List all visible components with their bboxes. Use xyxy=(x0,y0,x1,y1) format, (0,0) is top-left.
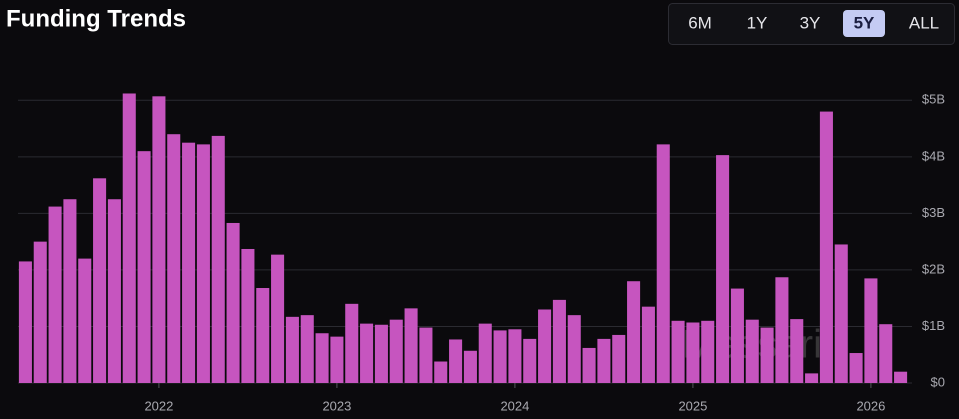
bar xyxy=(686,322,700,383)
bar xyxy=(478,323,492,383)
range-button[interactable]: ALL xyxy=(909,13,939,32)
bar xyxy=(167,134,181,383)
bar xyxy=(894,371,908,383)
bar xyxy=(819,111,833,383)
bar xyxy=(78,258,92,383)
bar xyxy=(152,96,166,383)
bar xyxy=(641,306,655,383)
bar xyxy=(107,199,121,383)
bar xyxy=(805,373,819,383)
y-tick-label: $3B xyxy=(922,205,945,220)
bar xyxy=(449,339,463,383)
bar xyxy=(567,315,581,383)
x-tick-label: 2022 xyxy=(144,398,173,413)
bar xyxy=(404,308,418,383)
bar xyxy=(63,199,77,383)
bar xyxy=(182,142,196,383)
bar xyxy=(508,329,522,383)
bar xyxy=(745,319,759,383)
bar xyxy=(627,281,641,383)
bar xyxy=(241,248,255,383)
bar xyxy=(389,319,403,383)
x-tick-label: 2024 xyxy=(500,398,529,413)
bar xyxy=(463,350,477,383)
range-button-bg[interactable] xyxy=(843,10,885,37)
bar xyxy=(775,277,789,383)
bar xyxy=(256,288,270,383)
x-tick-label: 2026 xyxy=(856,398,885,413)
bar xyxy=(330,336,344,383)
y-tick-label: $4B xyxy=(922,148,945,163)
bar xyxy=(493,330,507,383)
bar xyxy=(552,299,566,383)
bar xyxy=(300,315,314,383)
range-button[interactable]: 6M xyxy=(688,13,712,32)
bar xyxy=(879,324,893,383)
bar xyxy=(419,327,433,383)
bar xyxy=(18,261,32,383)
bar xyxy=(701,320,715,383)
bar xyxy=(345,303,359,383)
bar xyxy=(93,178,107,383)
bar xyxy=(849,353,863,383)
range-button[interactable]: 5Y xyxy=(854,13,875,32)
bar xyxy=(523,338,537,383)
bar xyxy=(730,288,744,383)
bar xyxy=(582,347,596,383)
bar xyxy=(612,334,626,383)
bar xyxy=(137,151,151,383)
x-tick-label: 2025 xyxy=(678,398,707,413)
bar xyxy=(196,144,210,383)
y-tick-label: $0 xyxy=(931,374,945,389)
bar xyxy=(211,135,225,383)
bar xyxy=(122,93,136,383)
bar xyxy=(374,324,388,383)
bar xyxy=(864,278,878,383)
y-tick-label: $1B xyxy=(922,318,945,333)
bar xyxy=(48,206,62,383)
bar xyxy=(671,320,685,383)
bar xyxy=(834,244,848,383)
chart-title: Funding Trends xyxy=(6,5,186,32)
y-tick-label: $2B xyxy=(922,261,945,276)
bar xyxy=(226,222,240,383)
bar xyxy=(597,338,611,383)
x-tick-label: 2023 xyxy=(322,398,351,413)
bar xyxy=(760,327,774,383)
bar xyxy=(360,323,374,383)
bar xyxy=(656,144,670,383)
bar xyxy=(285,316,299,383)
bar xyxy=(790,319,804,383)
bar xyxy=(716,155,730,383)
range-button[interactable]: 3Y xyxy=(800,13,821,32)
bar xyxy=(538,309,552,383)
bar xyxy=(434,361,448,383)
bar xyxy=(315,333,329,383)
bar xyxy=(271,254,285,383)
bar xyxy=(33,241,47,383)
y-tick-label: $5B xyxy=(922,92,945,107)
range-button[interactable]: 1Y xyxy=(747,13,768,32)
